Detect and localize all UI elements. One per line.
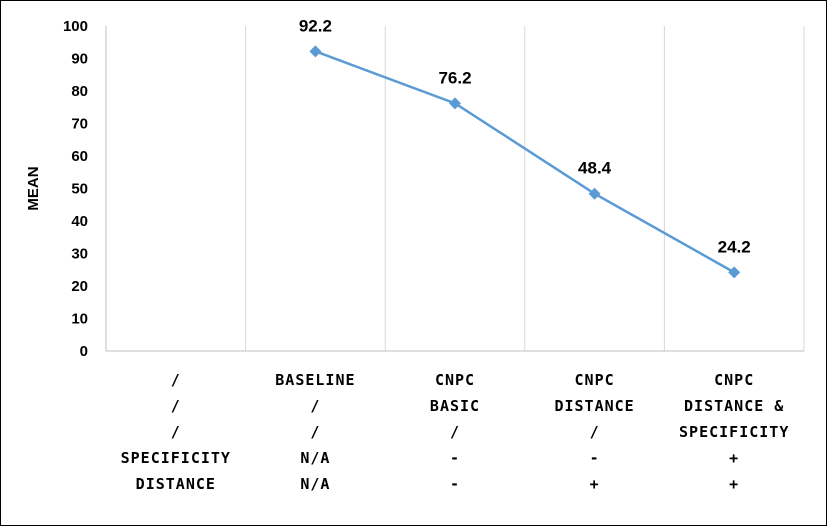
y-tick-label: 60 <box>71 148 88 165</box>
category-label: CNPC <box>435 371 475 389</box>
y-tick-label: 10 <box>71 311 88 328</box>
data-label: 24.2 <box>718 237 751 256</box>
y-tick-label: 30 <box>71 246 88 263</box>
category-label: / <box>590 423 600 441</box>
data-point <box>309 45 322 58</box>
series-path <box>314 50 735 274</box>
category-label: CNPC <box>714 371 754 389</box>
y-tick-label: 40 <box>71 213 88 230</box>
y-axis-label: MEAN <box>25 166 42 210</box>
table-cell: N/A <box>300 475 330 493</box>
category-label: / <box>171 423 181 441</box>
table-cell: + <box>590 475 600 493</box>
table-cell: - <box>450 449 460 467</box>
category-label: / <box>310 397 320 415</box>
data-label: 92.2 <box>299 16 332 35</box>
category-label: CNPC <box>575 371 615 389</box>
data-point <box>588 187 601 200</box>
category-label: / <box>171 397 181 415</box>
y-axis-ticks: 0 10 20 30 40 50 60 70 80 90 100 <box>63 18 88 360</box>
category-label: DISTANCE & <box>684 397 784 415</box>
category-label: / <box>310 423 320 441</box>
y-tick-label: 80 <box>71 83 88 100</box>
category-label: BASELINE <box>275 371 355 389</box>
category-label: DISTANCE <box>554 397 634 415</box>
y-tick-label: 100 <box>63 18 88 35</box>
data-label: 76.2 <box>438 68 471 87</box>
y-tick-label: 0 <box>80 343 88 360</box>
data-label: 48.4 <box>578 159 612 178</box>
row-label: DISTANCE <box>136 475 216 493</box>
table-cell: - <box>590 449 600 467</box>
y-tick-label: 70 <box>71 116 88 133</box>
y-tick-label: 50 <box>71 181 88 198</box>
y-tick-label: 20 <box>71 278 88 295</box>
series-line: 92.2 76.2 48.4 24.2 <box>299 16 751 279</box>
category-label: BASIC <box>430 397 480 415</box>
row-label: SPECIFICITY <box>121 449 231 467</box>
table-cell: + <box>729 475 739 493</box>
table-cell: + <box>729 449 739 467</box>
table-cell: - <box>450 475 460 493</box>
data-point <box>728 266 741 279</box>
data-point <box>449 97 461 110</box>
table-cell: N/A <box>300 449 330 467</box>
category-labels: / / / BASELINE / / CNPC BASIC / CNPC DISTANCE / CNPC… <box>171 371 789 441</box>
y-tick-label: 90 <box>71 51 88 68</box>
condition-table: SPECIFICITY N/A - - + DISTANCE N/A - + + <box>121 449 739 493</box>
gridlines <box>105 26 805 352</box>
category-label: SPECIFICITY <box>679 423 789 441</box>
category-label: / <box>171 371 181 389</box>
category-label: / <box>450 423 460 441</box>
